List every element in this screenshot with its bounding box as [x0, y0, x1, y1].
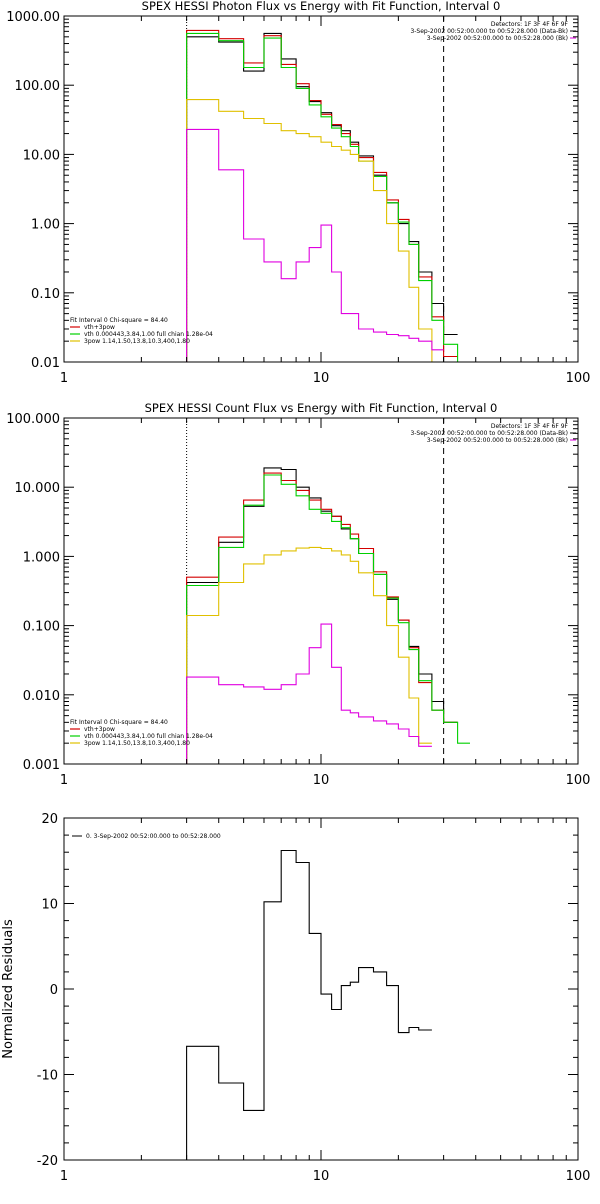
- y-tick-label: 0.01: [31, 356, 60, 371]
- y-tick-label: 0: [50, 983, 58, 998]
- series-line-data: [186, 849, 432, 1160]
- y-tick-label: -10: [37, 1069, 58, 1084]
- y-tick-label: 1.00: [31, 218, 60, 233]
- info-line: 3-Sep-2002 00:52:00.000 to 00:52:28.000 …: [427, 437, 568, 444]
- y-tick-label: 100.000: [6, 412, 60, 427]
- series-group: [186, 467, 470, 764]
- fit-legend-entry: Fit Interval 0 Chi-square = 84.40: [70, 317, 168, 324]
- y-tick-label: 100.00: [15, 79, 61, 94]
- x-tick-label: 1: [60, 371, 68, 386]
- y-tick-label: 10.00: [23, 148, 60, 163]
- series-line-bk: [186, 128, 444, 362]
- series-group: [186, 29, 459, 362]
- x-tick-label: 100: [566, 773, 591, 788]
- plot-title: SPEX HESSI Count Flux vs Energy with Fit…: [145, 401, 498, 415]
- series-line-data: [186, 32, 458, 362]
- residual-legend-entry: 0. 3-Sep-2002 00:52:00.000 to 00:52:28.0…: [86, 833, 221, 840]
- fit-legend-entry: Fit Interval 0 Chi-square = 84.40: [70, 719, 168, 726]
- x-tick-label: 100: [566, 371, 591, 386]
- series-line-bk: [186, 623, 432, 764]
- fit-legend-entry: vth 0.000443,3.84,1.00 full chian 1.28e-…: [84, 733, 213, 740]
- y-tick-label: 20: [41, 812, 58, 827]
- y-tick-label: 0.010: [23, 689, 60, 704]
- x-tick-label: 10: [313, 1169, 330, 1184]
- fit-legend-entry: 3pow 1.14,1.50,13.8,10.3,400,1.80: [84, 338, 190, 345]
- y-tick-label: 10: [41, 898, 58, 913]
- fit-legend-entry: vth 0.000443,3.84,1.00 full chian 1.28e-…: [84, 331, 213, 338]
- info-line: 3-Sep-2002 00:52:00.000 to 00:52:28.000 …: [410, 430, 568, 437]
- x-tick-label: 1: [60, 773, 68, 788]
- plot-panel-2: SPEX HESSI Count Flux vs Energy with Fit…: [6, 401, 590, 788]
- x-tick-label: 100: [566, 1169, 591, 1184]
- series-line-fit: [186, 29, 458, 362]
- plot-frame: [63, 15, 579, 363]
- series-line-vth: [186, 474, 470, 764]
- series-line-data: [186, 467, 458, 764]
- plot-panel-1: SPEX HESSI Photon Flux vs Energy with Fi…: [6, 0, 590, 386]
- y-tick-label: 0.100: [23, 620, 60, 635]
- series-line-pow: [186, 546, 432, 764]
- fit-legend-entry: vth+3pow: [84, 324, 115, 331]
- y-tick-label: 1000.00: [6, 10, 60, 25]
- y-tick-label: 0.10: [31, 287, 60, 302]
- x-tick-label: 10: [313, 371, 330, 386]
- info-line: Detectors: 1F 3F 4F 6F 9F: [491, 423, 569, 430]
- info-line: Detectors: 1F 3F 4F 6F 9F: [491, 21, 569, 28]
- y-axis-label: Normalized Residuals: [1, 919, 16, 1059]
- plot-panel-3: 1 10 100 -20 -10 0 10 20 Normalized Residuals 0. …: [1, 812, 590, 1184]
- plot-frame: [63, 417, 579, 765]
- series-line-fit: [186, 472, 458, 764]
- y-tick-label: 0.001: [23, 758, 60, 773]
- y-tick-label: 1.000: [23, 550, 60, 565]
- info-line: 3-Sep-2002 00:52:00.000 to 00:52:28.000 …: [410, 28, 568, 35]
- x-tick-label: 1: [60, 1169, 68, 1184]
- fit-legend-entry: 3pow 1.14,1.50,13.8,10.3,400,1.80: [84, 740, 190, 747]
- y-tick-label: 10.000: [15, 481, 61, 496]
- series-group: [186, 849, 432, 1160]
- plot-title: SPEX HESSI Photon Flux vs Energy with Fi…: [142, 0, 501, 13]
- x-tick-label: 10: [313, 773, 330, 788]
- series-line-pow: [186, 99, 433, 362]
- y-tick-label: -20: [37, 1154, 58, 1169]
- series-line-vth: [186, 32, 459, 362]
- fit-legend-entry: vth+3pow: [84, 726, 115, 733]
- info-line: 3-Sep-2002 00:52:00.000 to 00:52:28.000 …: [427, 35, 568, 42]
